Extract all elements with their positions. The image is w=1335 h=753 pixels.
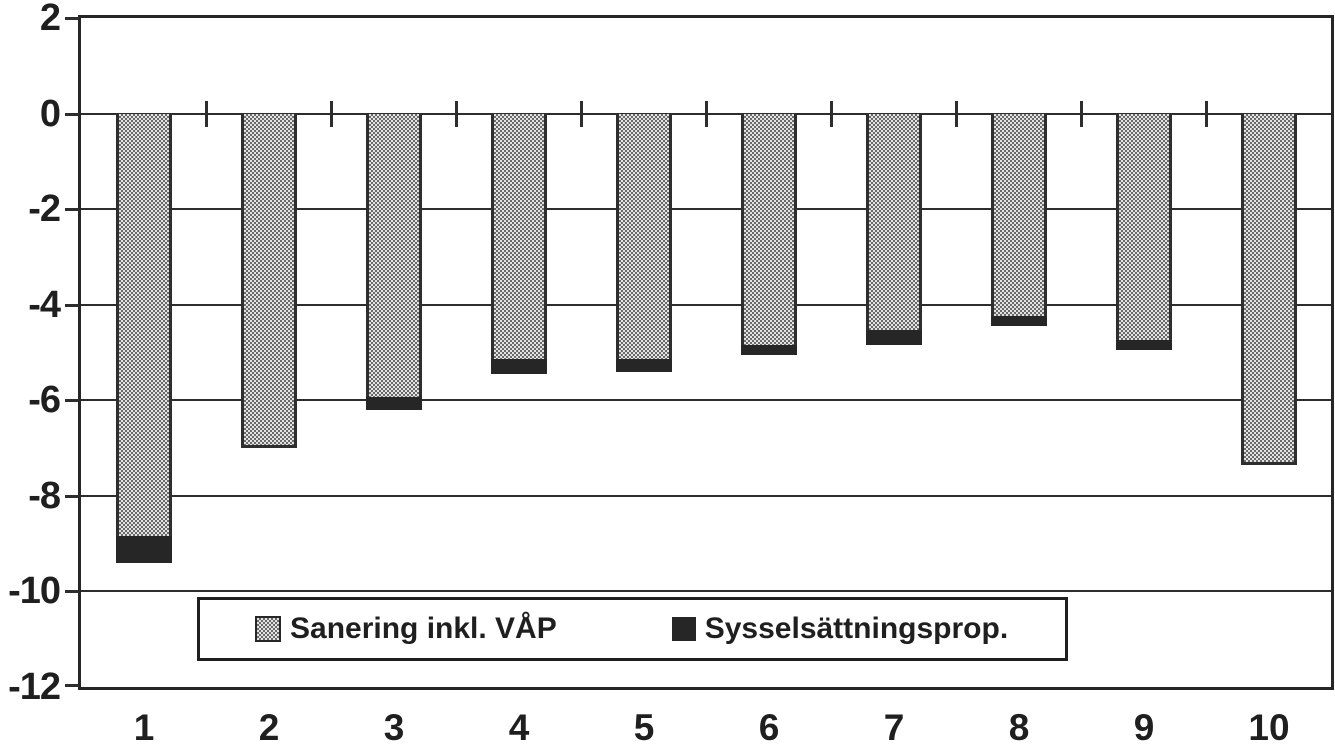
bar-3-sysselsattningsprop-segment	[365, 397, 422, 410]
bar-5-sysselsattningsprop-segment	[615, 359, 672, 372]
bar-4-sysselsattningsprop-segment	[490, 359, 547, 374]
legend: Sanering inkl. VÅP Sysselsättningsprop.	[197, 597, 1068, 661]
y-tick-label--4: -4	[28, 283, 61, 326]
gridline--2	[81, 208, 1331, 211]
bar-9-sanering	[1115, 113, 1172, 351]
bar-1-sanering	[115, 113, 172, 563]
y-tick-label--8: -8	[28, 474, 61, 517]
zero-line-tick	[1204, 100, 1208, 127]
y-axis-tick	[65, 112, 79, 116]
legend-label-sysselsattningsprop: Sysselsättningsprop.	[704, 612, 1009, 645]
y-tick-label--6: -6	[28, 379, 61, 422]
bar-7-sanering	[865, 113, 922, 346]
zero-line-tick	[204, 100, 208, 127]
bar-9-sysselsattningsprop-segment	[1115, 339, 1172, 351]
zero-line-tick	[829, 100, 833, 127]
zero-line-tick	[579, 100, 583, 127]
y-axis-tick	[65, 494, 79, 498]
legend-label-sanering: Sanering inkl. VÅP	[290, 612, 557, 645]
black-swatch-icon	[671, 617, 696, 641]
x-tick-label-5: 5	[633, 707, 655, 748]
gridline--6	[81, 399, 1331, 402]
legend-item-sanering: Sanering inkl. VÅP	[255, 612, 557, 646]
bar-8-sysselsattningsprop-segment	[990, 316, 1047, 327]
gridline--4	[81, 303, 1331, 306]
y-axis-tick	[65, 590, 79, 594]
bar-6-sysselsattningsprop-segment	[740, 344, 797, 355]
zero-line-tick	[454, 100, 458, 127]
bar-6-sanering	[740, 113, 797, 355]
x-tick-label-2: 2	[258, 707, 280, 748]
bar-1-sysselsattningsprop-segment	[115, 535, 172, 563]
x-tick-label-8: 8	[1008, 707, 1030, 748]
x-tick-label-7: 7	[883, 707, 905, 748]
x-tick-label-4: 4	[508, 707, 530, 748]
bar-4-sanering	[490, 113, 547, 374]
x-tick-label-9: 9	[1133, 707, 1155, 748]
y-axis-tick	[65, 303, 79, 307]
y-tick-label-2: 2	[39, 0, 61, 39]
bar-7-sysselsattningsprop-segment	[865, 330, 922, 346]
halftone-swatch-icon	[255, 616, 281, 642]
bar-10-sanering	[1240, 113, 1297, 465]
y-axis-tick	[65, 399, 79, 403]
plot-area	[65, 15, 1334, 690]
bar-5-sanering	[615, 113, 672, 372]
gridline--8	[81, 494, 1331, 497]
zero-line-tick	[329, 100, 333, 127]
y-axis-tick	[65, 208, 79, 212]
y-tick-label--12: -12	[8, 666, 61, 708]
bar-2-sanering	[240, 113, 297, 449]
bar-3-sanering	[365, 113, 422, 410]
x-tick-label-1: 1	[133, 707, 155, 748]
zero-line-tick	[954, 100, 958, 127]
zero-line-tick	[704, 100, 708, 127]
y-axis-tick	[65, 684, 79, 687]
x-tick-label-6: 6	[758, 707, 780, 748]
y-tick-label--10: -10	[8, 570, 61, 613]
y-tick-label-0: 0	[39, 92, 61, 135]
zero-line-tick	[1079, 100, 1083, 127]
bar-8-sanering	[990, 113, 1047, 327]
gridline--10	[81, 590, 1331, 593]
x-tick-label-3: 3	[383, 707, 405, 748]
y-axis-tick	[65, 17, 79, 20]
x-tick-label-10: 10	[1248, 707, 1290, 748]
y-tick-label--2: -2	[28, 188, 61, 231]
legend-item-sysselsattningsprop: Sysselsättningsprop.	[671, 612, 1009, 646]
